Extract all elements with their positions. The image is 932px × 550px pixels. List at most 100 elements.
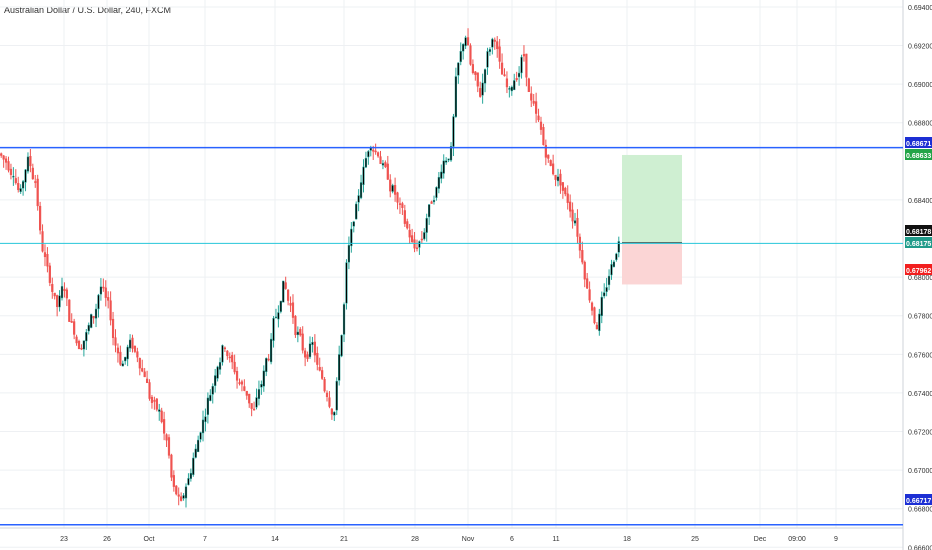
candle-body — [459, 51, 462, 63]
price-badge — [905, 494, 932, 505]
candle-body — [194, 448, 197, 458]
candle-body — [255, 397, 258, 408]
candle-body — [41, 231, 44, 252]
x-tick-label: 11 — [552, 536, 559, 543]
candle-body — [26, 156, 30, 172]
candle-body — [14, 178, 17, 184]
x-tick-label: 9 — [834, 536, 838, 543]
candle-body — [466, 37, 470, 46]
y-tick-label: 0.68000 — [908, 275, 932, 282]
candle-body — [350, 228, 353, 247]
candle-body — [615, 253, 618, 260]
candle-body — [316, 352, 319, 365]
candle-body — [595, 324, 599, 330]
candle-body — [539, 121, 543, 130]
candle-body — [150, 396, 154, 403]
candle-body — [160, 410, 163, 423]
candle-body — [204, 416, 207, 423]
candle-body — [603, 292, 606, 297]
candle-body — [148, 382, 151, 399]
candle-body — [94, 308, 98, 319]
candle-body — [496, 41, 499, 50]
x-tick-label: 7 — [203, 536, 207, 543]
candle-body — [158, 409, 161, 412]
candle-body — [561, 182, 564, 191]
x-tick-label: 23 — [60, 536, 68, 543]
candle-body — [428, 204, 431, 218]
candle-body — [245, 390, 248, 396]
candle-body — [505, 78, 509, 88]
candle-body — [155, 398, 158, 410]
candle-body — [491, 38, 494, 48]
candle-body — [311, 342, 314, 345]
candle-body — [330, 408, 333, 415]
candle-body — [464, 37, 467, 47]
candle-body — [257, 389, 261, 399]
candle-body — [367, 151, 370, 158]
candle-body — [221, 345, 224, 363]
candle-body — [556, 176, 560, 182]
candle-body — [493, 39, 496, 42]
candle-body — [31, 167, 34, 180]
candle-body — [420, 238, 423, 241]
candle-body — [328, 397, 331, 407]
candle-body — [376, 152, 380, 157]
candle-body — [109, 300, 112, 321]
candle-body — [136, 351, 139, 358]
candle-body — [36, 178, 39, 207]
y-tick-label: 0.67600 — [908, 352, 932, 359]
candle-body — [192, 457, 195, 475]
candle-body — [359, 182, 363, 199]
candle-body — [39, 205, 42, 231]
candle-body — [53, 292, 56, 297]
x-tick-label: Nov — [462, 536, 475, 543]
candle-body — [522, 54, 526, 57]
candle-body — [124, 356, 127, 362]
candle-body — [374, 150, 377, 153]
y-tick-label: 0.66800 — [908, 507, 932, 514]
candle-body — [102, 286, 105, 289]
price-badge — [905, 264, 932, 275]
x-tick-label: 09:00 — [788, 536, 806, 543]
candle-body — [143, 371, 146, 378]
candle-body — [430, 201, 433, 204]
candle-body — [262, 370, 265, 387]
candle-body — [452, 116, 455, 147]
candle-body — [403, 210, 406, 224]
candle-body — [99, 286, 103, 295]
candle-body — [58, 295, 61, 308]
candle-body — [267, 358, 270, 361]
candle-body — [133, 345, 137, 352]
candle-body — [211, 385, 214, 395]
x-tick-label: 18 — [623, 536, 631, 543]
y-tick-label: 0.68400 — [908, 198, 932, 205]
candle-body — [500, 62, 504, 75]
price-badge — [905, 137, 932, 148]
candle-body — [617, 241, 620, 253]
candle-body — [571, 209, 574, 222]
candle-body — [325, 392, 329, 398]
candle-body — [598, 313, 601, 332]
candle-body — [432, 199, 436, 203]
candle-body — [554, 174, 557, 180]
candle-body — [184, 486, 188, 499]
candle-body — [559, 173, 562, 186]
candle-body — [299, 329, 302, 336]
candle-body — [2, 155, 5, 160]
candle-body — [342, 304, 346, 335]
candle-body — [552, 163, 555, 175]
candle-body — [566, 193, 569, 203]
candle-body — [240, 381, 244, 385]
candle-body — [167, 437, 171, 456]
candle-body — [187, 478, 190, 486]
candle-body — [437, 177, 440, 189]
candle-body — [544, 144, 547, 158]
candle-body — [542, 127, 545, 145]
price-badge-label: 0.68633 — [906, 153, 931, 160]
candle-body — [515, 78, 518, 80]
price-badge-label: 0.68671 — [906, 141, 931, 148]
candle-body — [279, 300, 282, 312]
candle-body — [576, 217, 579, 237]
candle-body — [398, 203, 402, 205]
